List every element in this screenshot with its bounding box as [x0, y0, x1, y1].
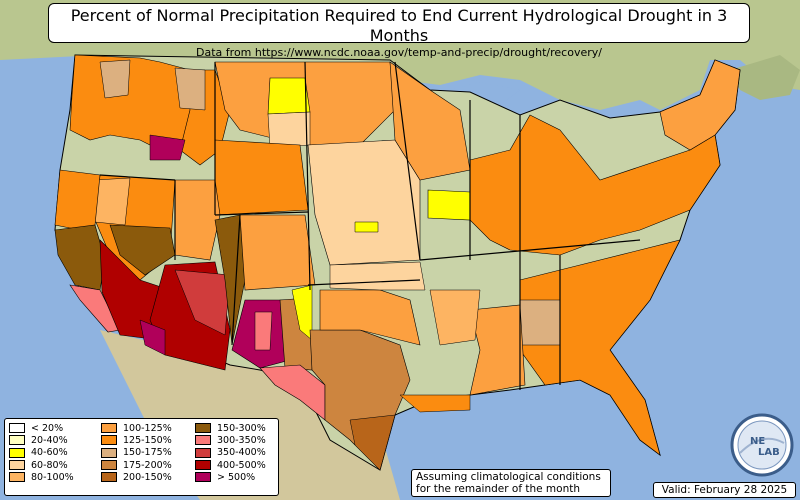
region-ca-north [54, 169, 101, 231]
legend-item: 100-125% [101, 422, 172, 434]
legend-swatch [101, 472, 117, 483]
legend-swatch [195, 460, 211, 471]
valid-date: Valid: February 28 2025 [653, 482, 796, 498]
region-ar [429, 289, 481, 346]
legend-swatch [9, 447, 25, 458]
region-nd-yellow [267, 77, 311, 115]
region-mt-tan [174, 67, 206, 111]
legend-swatch [101, 447, 117, 458]
legend-swatch [195, 447, 211, 458]
legend-swatch [101, 435, 117, 446]
baja-peninsula [108, 330, 175, 430]
region-tx-dark [349, 414, 396, 471]
maritimes-land [730, 55, 800, 100]
note-line-2: for the remainder of the month [416, 483, 581, 495]
title-box: Percent of Normal Precipitation Required… [48, 3, 750, 59]
legend-column-3: 150-300% 300-350% 350-400% 400-500% > 50… [195, 422, 266, 483]
region-plains [307, 139, 421, 266]
logo-text-top: NE [750, 436, 765, 447]
legend-item: 400-500% [195, 459, 266, 471]
region-co-east [239, 214, 316, 291]
region-ca-south-coast [69, 284, 121, 333]
legend-swatch [195, 423, 211, 434]
legend-item: 150-300% [195, 422, 266, 434]
legend-item: 40-60% [9, 447, 74, 459]
lab-logo-icon: NE LAB [730, 413, 794, 477]
legend-swatch [101, 423, 117, 434]
legend-swatch [9, 435, 25, 446]
region-az-mid-red [174, 269, 231, 336]
legend-column-1: < 20% 20-40% 40-60% 60-80% 80-100% [9, 422, 74, 483]
legend: < 20% 20-40% 40-60% 60-80% 80-100% 100-1… [4, 418, 279, 496]
region-wa-tan [99, 59, 131, 99]
region-nv-tan [94, 177, 131, 226]
note-line-1: Assuming climatological conditions [416, 471, 601, 483]
region-idaho-magenta [149, 134, 186, 161]
legend-item: 80-100% [9, 471, 74, 483]
legend-swatch [9, 460, 25, 471]
legend-item: > 500% [195, 471, 266, 483]
logo-text-bottom: LAB [758, 447, 780, 458]
legend-swatch [195, 472, 211, 483]
legend-item: 200-150% [101, 471, 172, 483]
region-new-england [659, 59, 741, 151]
region-la-ms [469, 304, 526, 396]
region-ut-south [109, 224, 176, 276]
legend-swatch [101, 460, 117, 471]
region-ks-yellow [354, 221, 379, 233]
assumption-note: Assuming climatological conditions for t… [411, 469, 611, 497]
region-nm-pink [254, 311, 273, 351]
region-la-coast [399, 394, 471, 413]
legend-item: 150-175% [101, 447, 172, 459]
legend-item: 20-40% [9, 434, 74, 446]
map-subtitle: Data from https://www.ncdc.noaa.gov/temp… [196, 46, 602, 59]
legend-column-2: 100-125% 125-150% 150-175% 175-200% 200-… [101, 422, 172, 483]
state-borders [99, 61, 641, 390]
region-wyoming [214, 139, 309, 216]
legend-item: 60-80% [9, 459, 74, 471]
map-title: Percent of Normal Precipitation Required… [70, 6, 728, 45]
legend-item: 350-400% [195, 447, 266, 459]
legend-swatch [9, 423, 25, 434]
region-iowa-yellow [427, 189, 471, 221]
region-ga-tan [519, 299, 561, 346]
region-ok [329, 261, 426, 291]
legend-item: < 20% [9, 422, 74, 434]
legend-swatch [195, 435, 211, 446]
region-midwest-east [469, 114, 721, 256]
region-sd-light [267, 111, 311, 149]
legend-item: 125-150% [101, 434, 172, 446]
legend-swatch [9, 472, 25, 483]
region-az-magenta [139, 319, 166, 356]
legend-item: 175-200% [101, 459, 172, 471]
legend-item: 300-350% [195, 434, 266, 446]
